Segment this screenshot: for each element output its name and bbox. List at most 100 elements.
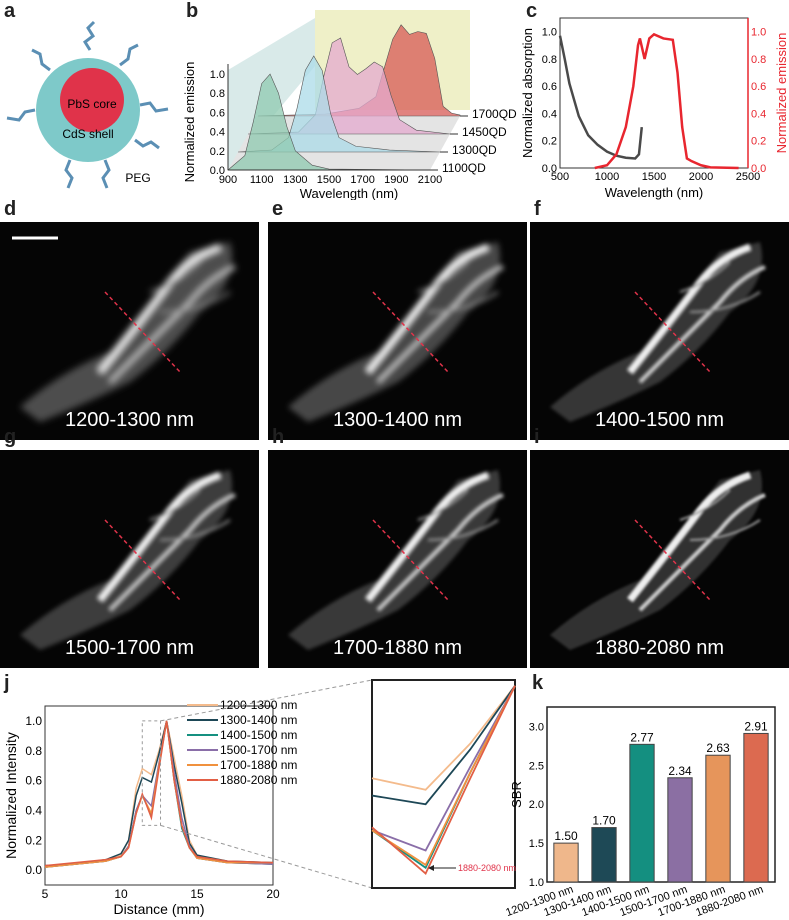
panel-label-c: c [526, 0, 538, 22]
y-tick-label: 0.4 [25, 803, 42, 817]
y-tick-label: 3.0 [529, 721, 544, 733]
nir-image: 1700-1880 nm [268, 450, 527, 668]
y-tick-label: 1.0 [529, 877, 544, 889]
x-tick-label: 2100 [418, 174, 442, 186]
legend-label: 1400-1500 nm [220, 728, 297, 742]
wavelength-caption: 1200-1300 nm [65, 409, 194, 431]
intensity-line [44, 720, 274, 867]
legend-label: 1300-1400 nm [220, 713, 297, 727]
sbr-bar [591, 827, 617, 883]
x-tick-label: 15 [190, 887, 204, 901]
profile-line [104, 519, 181, 601]
zoom-connector [160, 679, 373, 722]
intensity-line [44, 720, 274, 867]
shell-label: CdS shell [62, 127, 113, 141]
plot-frame [546, 706, 776, 883]
y2-tick-label: 0.2 [751, 136, 766, 148]
y-tick-label: 1.5 [529, 838, 544, 850]
y-tick-label: 2.0 [529, 799, 544, 811]
wavelength-caption: 1500-1700 nm [65, 637, 194, 659]
y-axis-label: SBR [509, 781, 524, 808]
x-tick-label: 5 [42, 887, 49, 901]
y-axis-label: Normalized Intensity [3, 732, 19, 859]
nir-image: 1500-1700 nm [0, 450, 259, 668]
y-axis-label: Normalized absorption [520, 28, 535, 158]
profile-line [104, 291, 181, 373]
wavelength-caption: 1300-1400 nm [333, 409, 462, 431]
zoom-connector [160, 824, 373, 889]
y-tick-label: 0.2 [25, 833, 42, 847]
y-tick-label: 0.0 [25, 863, 42, 877]
legend-label: 1200-1300 nm [220, 698, 297, 712]
x-tick-label: 1500 [317, 174, 341, 186]
y2-tick-label: 0.8 [751, 54, 766, 66]
y-tick-label: 0.8 [210, 88, 225, 100]
bar-value-label: 2.91 [744, 719, 768, 733]
x-tick-label: 900 [219, 174, 237, 186]
peg-chains [6, 20, 169, 189]
bar-value-label: 2.63 [706, 741, 730, 755]
nir-image: 1300-1400 nm [268, 222, 527, 440]
y2-tick-label: 1.0 [751, 27, 766, 39]
bar-value-label: 1.50 [554, 829, 578, 843]
sbr-bar [629, 743, 655, 883]
arrow-head [428, 865, 434, 871]
absorption-line [558, 35, 644, 160]
series-label: 1100QD [442, 161, 486, 175]
y-tick-label: 0.8 [542, 54, 557, 66]
y-tick-label: 0.2 [542, 136, 557, 148]
x-tick-label: 1900 [384, 174, 408, 186]
panel-label-f: f [534, 198, 541, 220]
y2-tick-label: 0.0 [751, 163, 766, 175]
panel-label-d: d [4, 198, 17, 220]
sbr-bar [705, 754, 731, 883]
y-axis-label: Normalized emission [182, 62, 197, 183]
profile-line [372, 291, 449, 373]
y2-tick-label: 0.6 [751, 81, 766, 93]
vessel-image [12, 236, 236, 422]
y-tick-label: 1.0 [542, 27, 557, 39]
y-tick-label: 0.8 [25, 744, 42, 758]
y2-axis-label: Normalized emission [774, 33, 789, 154]
vessel-image [288, 242, 504, 422]
sbr-bar [553, 842, 579, 883]
inset-intensity-line [371, 685, 516, 876]
panel-label-j: j [4, 672, 10, 694]
x-tick-label: 10 [114, 887, 128, 901]
zoom-region [141, 720, 162, 826]
bar-value-label: 1.70 [592, 814, 616, 828]
y2-tick-label: 0.4 [751, 108, 766, 120]
y-tick-label: 0.6 [210, 107, 225, 119]
panel-label-h: h [272, 426, 285, 448]
vessel-image [550, 470, 766, 650]
panel-label-i: i [534, 426, 540, 448]
panel-label-b: b [186, 0, 199, 22]
y-tick-label: 2.5 [529, 760, 544, 772]
x-tick-label: 1700 [350, 174, 374, 186]
inset-intensity-line [371, 685, 516, 806]
y-tick-label: 0.4 [210, 127, 225, 139]
wavelength-caption: 1880-2080 nm [595, 637, 724, 659]
profile-line [634, 519, 711, 601]
nir-image: 1880-2080 nm [530, 450, 789, 668]
inset-intensity-line [371, 685, 516, 852]
x-tick-label: 1000 [595, 171, 619, 183]
series-label: 1300QD [452, 143, 497, 157]
emission-line [594, 32, 739, 170]
x-tick-label: 20 [266, 887, 280, 901]
sbr-bar [667, 777, 693, 883]
peg-label: PEG [125, 171, 150, 185]
x-tick-label: 1500 [642, 171, 666, 183]
y-tick-label: 0.4 [542, 108, 557, 120]
legend-label: 1500-1700 nm [220, 743, 297, 757]
nir-image: 1200-1300 nm [0, 222, 259, 440]
x-axis-label: Distance (mm) [113, 901, 204, 917]
profile-line [634, 291, 711, 373]
legend-label: 1700-1880 nm [220, 758, 297, 772]
sbr-bar [743, 732, 769, 883]
x-axis-label: Wavelength (nm) [605, 185, 704, 200]
wavelength-caption: 1700-1880 nm [333, 637, 462, 659]
y-tick-label: 0.0 [542, 163, 557, 175]
